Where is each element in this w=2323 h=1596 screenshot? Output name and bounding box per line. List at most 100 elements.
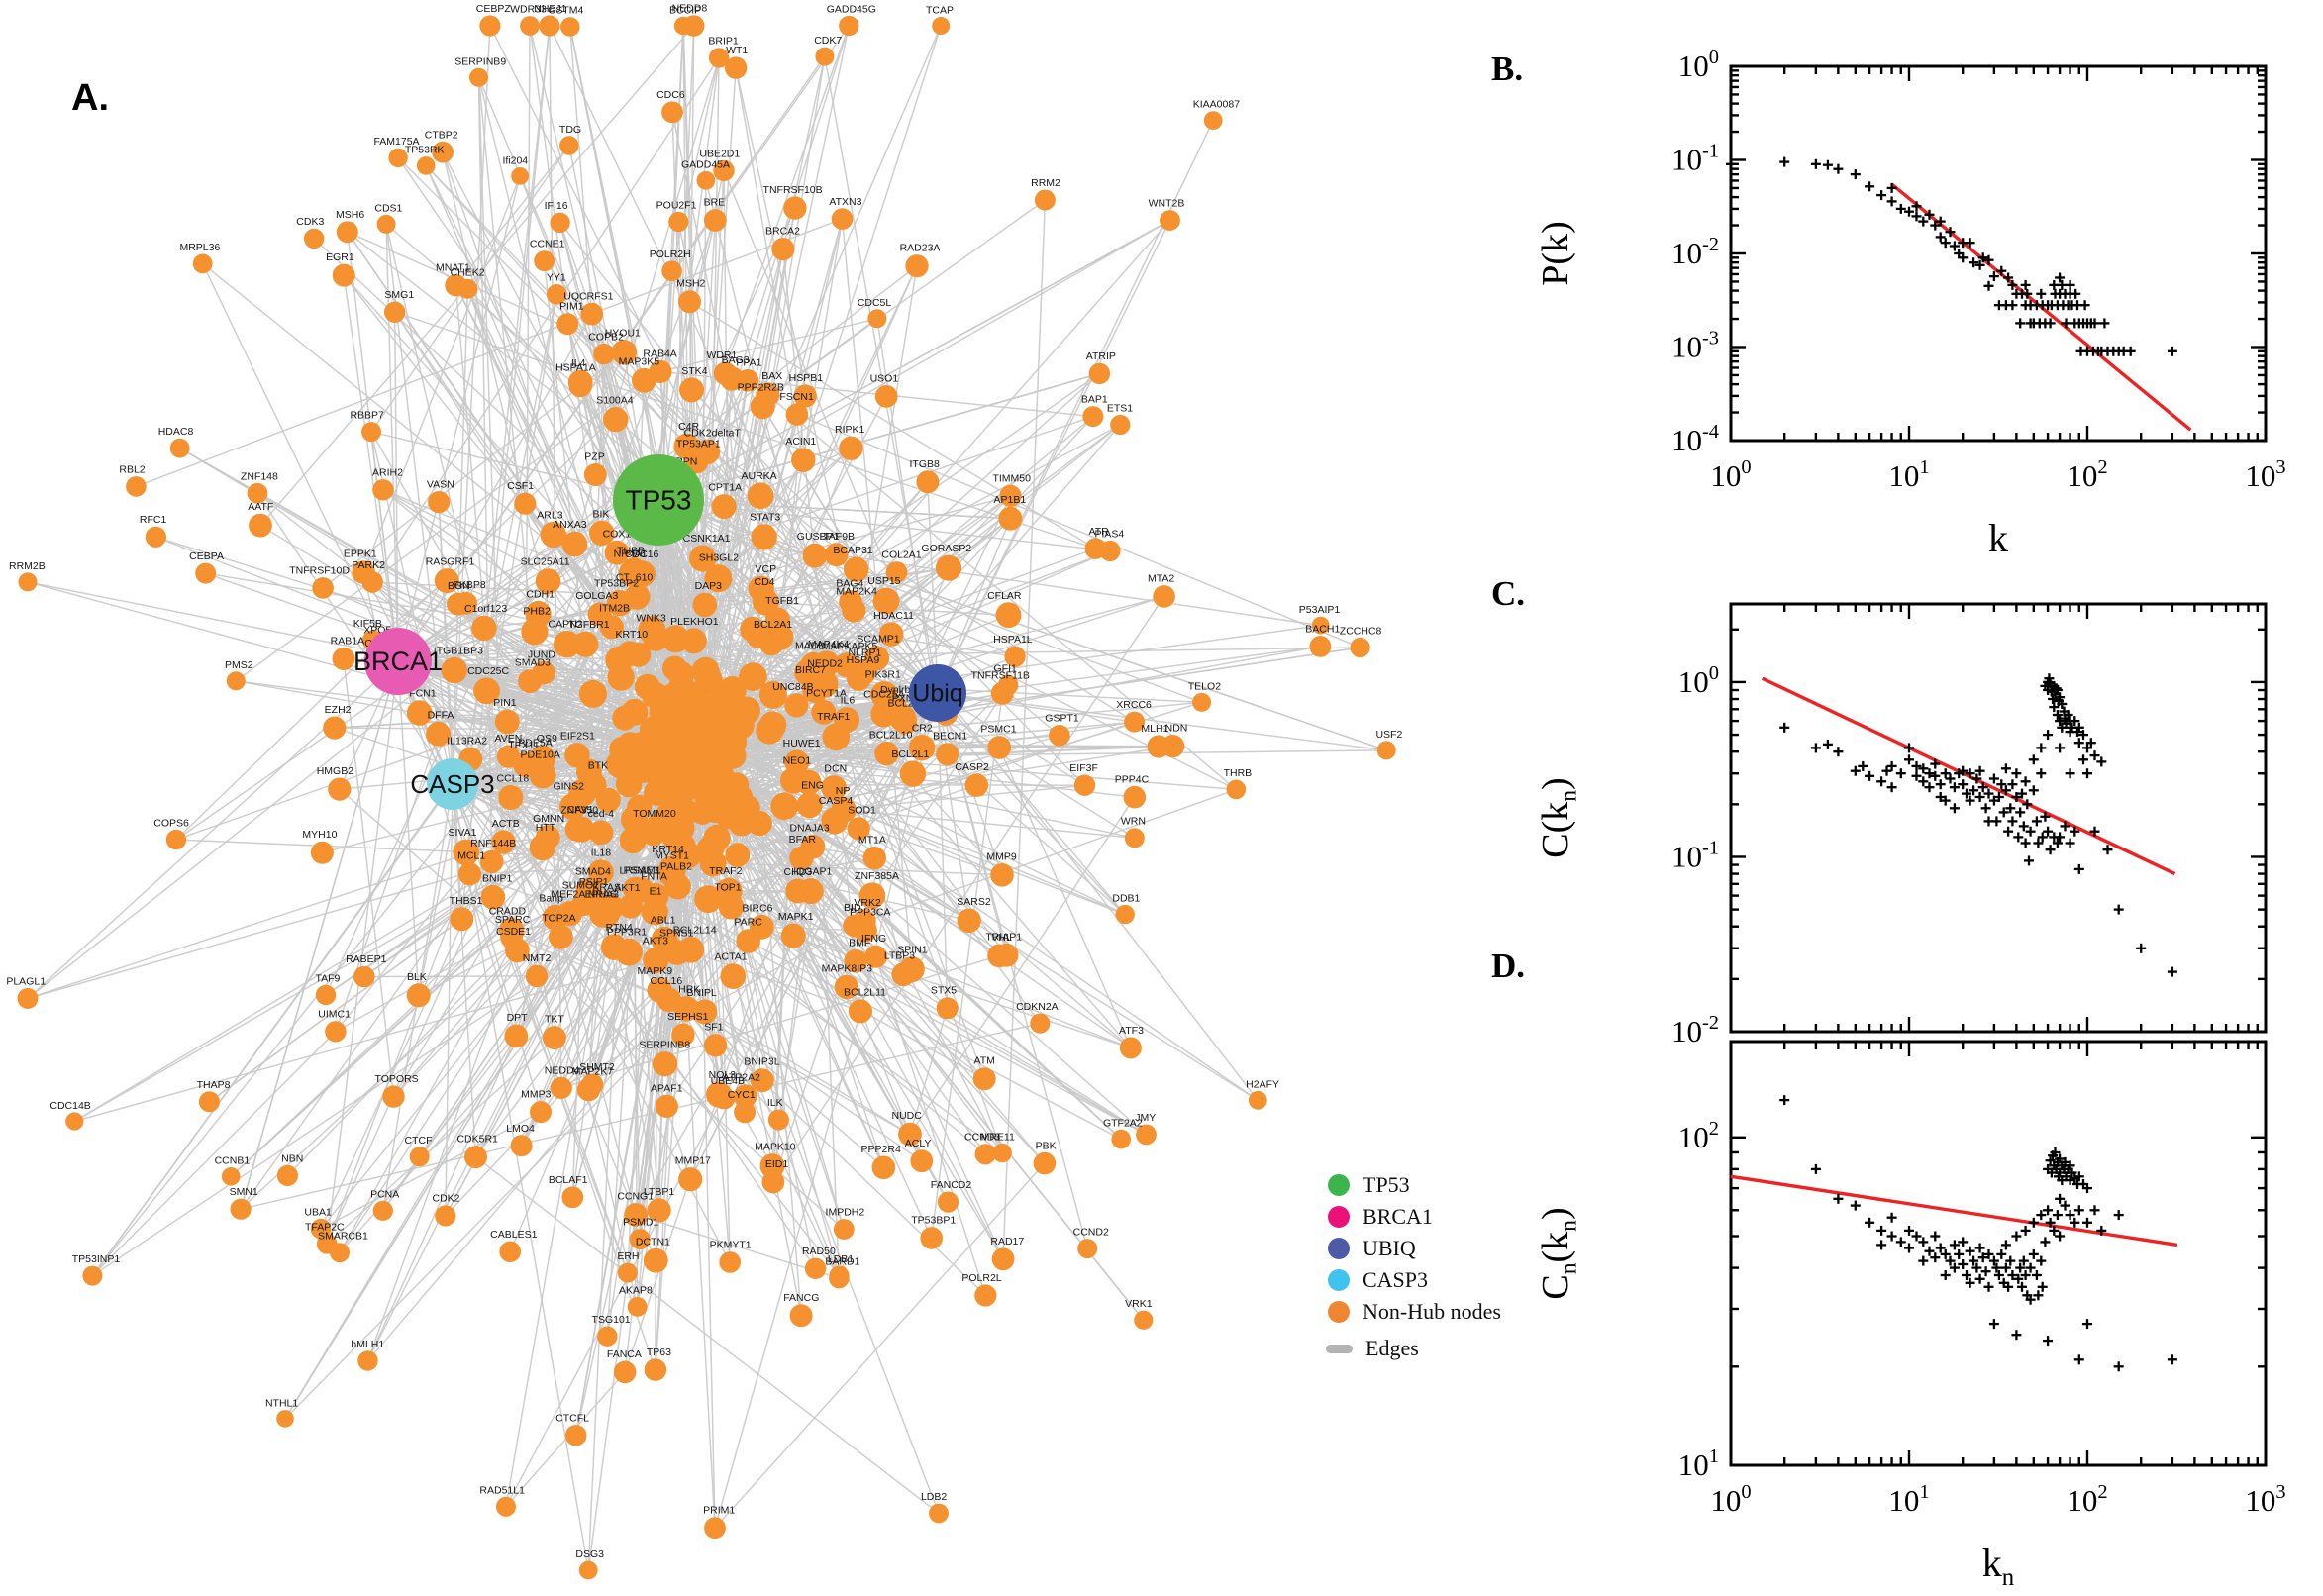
network-node-label: SH3GL2 [699, 552, 739, 564]
network-node [780, 923, 806, 948]
network-node [811, 699, 837, 725]
network-node [700, 762, 730, 792]
network-node-label: PLEKHO1 [670, 616, 719, 628]
network-node-label: EZH2 [325, 704, 352, 716]
network-node-label: UBE4B [711, 1075, 745, 1087]
network-node-label: CDH1 [526, 588, 555, 600]
network-node-label: BRCA2 [765, 226, 800, 238]
network-node-label: CTCF [405, 1135, 433, 1147]
network-node-label: UQCRFS1 [563, 290, 613, 302]
network-node-label: APAF1 [651, 1082, 683, 1094]
network-node-label: THAP8 [197, 1079, 231, 1091]
network-node-label: NUDC [892, 1110, 923, 1122]
network-node [656, 815, 684, 845]
hub-brca1: BRCA1 [354, 628, 443, 695]
network-node [525, 964, 549, 988]
network-node [747, 811, 772, 837]
network-node-label: DNAJA3 [789, 822, 829, 834]
network-node-label: CDC14B [50, 1100, 90, 1112]
network-node [145, 526, 166, 548]
network-node-label: BID [844, 902, 861, 914]
network-node [1033, 1151, 1057, 1175]
network-node-label: SIVA1 [449, 827, 477, 839]
network-node-label: DAP3 [695, 580, 723, 592]
network-node [454, 591, 477, 615]
network-node-label: MYST1 [655, 850, 689, 862]
network-node [661, 260, 682, 282]
network-node-label: TELO2 [1188, 680, 1221, 692]
network-node [999, 484, 1022, 507]
network-node [680, 706, 708, 733]
network-node [432, 141, 454, 163]
network-node-label: GTF2A2 [1103, 1117, 1143, 1129]
network-node [593, 343, 615, 365]
plot-b-points [1726, 156, 2177, 356]
network-node [1004, 646, 1026, 667]
network-node-label: SMAD3 [515, 657, 551, 669]
network-node-label: RRM2B [9, 560, 46, 572]
network-node-label: STK4 [681, 365, 707, 377]
network-node-label: BCL2 [887, 698, 913, 710]
network-node [708, 48, 730, 68]
network-node [874, 385, 898, 408]
legend-item-non-hub-nodes: Non-Hub nodes [1328, 1296, 1501, 1328]
network-node-label: AKT1 [614, 882, 640, 894]
legend-node-swatch [1328, 1269, 1350, 1291]
network-node [559, 136, 579, 155]
network-node [864, 945, 888, 968]
network-node-label: Banp [539, 892, 563, 904]
network-node-label: TP53AP1 [676, 438, 721, 449]
network-node [899, 760, 927, 787]
network-node [802, 676, 829, 703]
network-node-label: IL6 [841, 695, 856, 707]
network-node [226, 671, 246, 691]
plot-c-fit-line [1761, 676, 2176, 876]
network-node [797, 878, 824, 905]
network-node-label: E1 [650, 886, 662, 898]
network-node [434, 568, 459, 594]
plot-c-ticks [1729, 604, 2268, 1034]
svg-text:100: 100 [1678, 47, 1719, 83]
network-node [713, 741, 742, 769]
network-node [867, 309, 887, 329]
network-node-label: TOP2A [542, 913, 575, 925]
network-node [575, 878, 602, 905]
network-node-label: NEDD8 [672, 3, 708, 15]
network-node [908, 735, 936, 761]
network-node-label: IFI16 [545, 200, 568, 212]
network-node-label: IMPDH2 [826, 1207, 865, 1219]
network-node-label: RTN4 [606, 922, 633, 934]
network-node-label: UNC84B [772, 681, 813, 693]
network-node-label: MRE11 [981, 1132, 1015, 1144]
network-node [510, 1135, 533, 1157]
network-node [764, 607, 791, 633]
network-node-label: EPPK1 [344, 549, 377, 560]
network-node-label: CYC1 [728, 1089, 756, 1101]
network-node-label: PDE5A [518, 737, 552, 748]
network-node [629, 877, 655, 903]
network-node-label: BCL2L10 [869, 729, 913, 741]
network-node-label: SMN1 [230, 1186, 258, 1198]
network-node-label: CTBP2 [425, 129, 458, 141]
svg-text:100: 100 [1678, 662, 1719, 699]
network-node [972, 1067, 996, 1091]
network-node-label: ZNF148 [241, 470, 278, 482]
network-node [546, 284, 567, 305]
network-node-label: ITM2B [599, 603, 630, 615]
network-node-label: MCL1 [457, 850, 485, 862]
network-node-label: USP15 [867, 575, 900, 587]
network-node-label: RASGRF1 [426, 556, 475, 568]
network-node [336, 221, 358, 244]
network-node-label: RAD17 [990, 1236, 1024, 1247]
network-node [613, 1360, 637, 1384]
legend-item-label: Edges [1365, 1336, 1419, 1360]
network-node-label: WRN [1121, 816, 1146, 828]
network-node-label: BIRC6 [743, 902, 773, 914]
legend-item-label: CASP3 [1363, 1267, 1429, 1292]
network-node [354, 965, 375, 988]
network-node-label: ZCCHC8 [1340, 625, 1382, 637]
network-node [957, 908, 981, 933]
network-node-label: CDK5R1 [456, 1134, 498, 1146]
network-node-label: IFNG [861, 933, 886, 945]
